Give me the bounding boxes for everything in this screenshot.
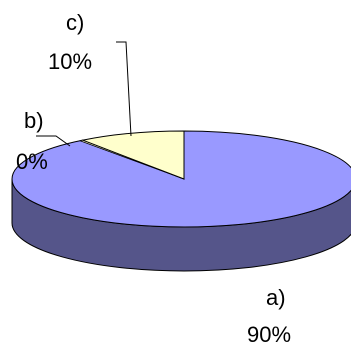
label-a-value: 90% [247, 322, 291, 347]
leader-line-c [116, 41, 132, 137]
label-b-category: b) [24, 108, 44, 133]
label-c-category: c) [66, 10, 84, 35]
label-b-value: 0% [16, 149, 48, 174]
slice-a-top [11, 130, 351, 228]
label-a-category: a) [266, 285, 286, 310]
leader-line-b [36, 135, 71, 147]
label-c-value: 10% [48, 49, 92, 74]
